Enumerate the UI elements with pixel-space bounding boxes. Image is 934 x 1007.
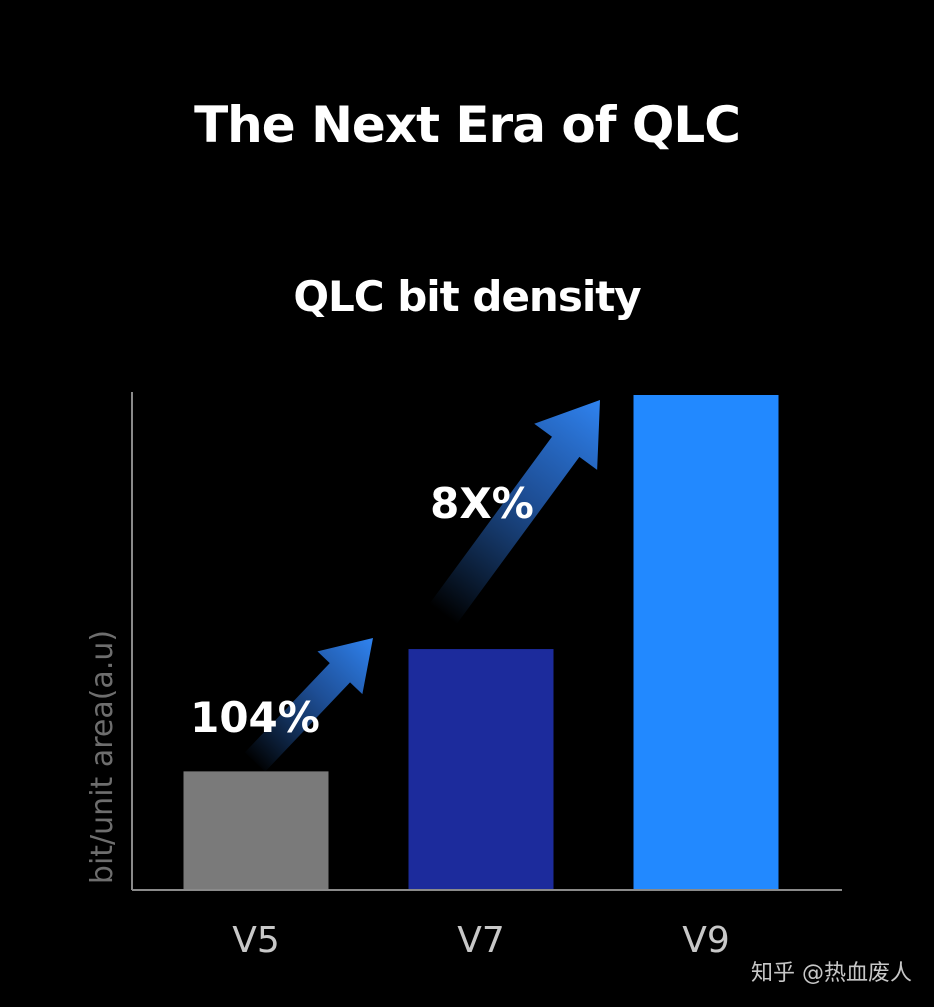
- growth-arrow-v7-v9: [429, 400, 600, 625]
- x-tick-label: V7: [457, 920, 505, 961]
- page-title: The Next Era of QLC: [194, 96, 741, 154]
- x-tick-label: V5: [232, 920, 280, 961]
- growth-arrow-v5-v7: [244, 638, 373, 772]
- growth-annotation: 104%: [190, 693, 320, 742]
- bar-v5: [183, 771, 329, 889]
- bar-v7: [408, 649, 554, 889]
- growth-annotation: 8X%: [430, 479, 534, 528]
- y-axis-label: bit/unit area(a.u): [85, 630, 120, 884]
- watermark: 知乎 @热血废人: [751, 961, 912, 986]
- chart-title: QLC bit density: [293, 272, 641, 321]
- bar-v9: [633, 395, 779, 889]
- x-tick-label: V9: [682, 920, 730, 961]
